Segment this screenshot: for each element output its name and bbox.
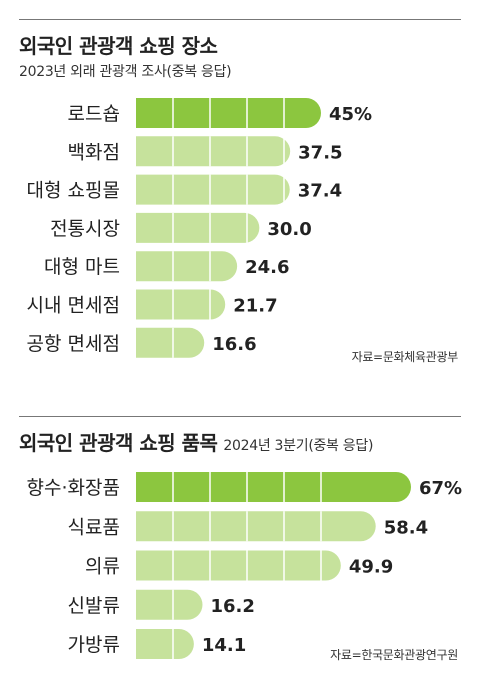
bar-chart1-0 bbox=[136, 98, 321, 128]
chart1-source: 자료=문화체육관광부 bbox=[351, 350, 459, 364]
chart1-plot: 로드숍 45% 백화점 37.5 대형 쇼핑몰 37.4 전통시장 30.0 대형 마트 24.6… bbox=[27, 98, 372, 358]
category-label-chart2-3: 신발류 bbox=[68, 595, 120, 617]
value-label-chart2-2: 49.9 bbox=[349, 557, 393, 578]
value-label-chart1-6: 16.6 bbox=[212, 334, 256, 355]
middle-divider bbox=[19, 416, 461, 417]
category-label-chart1-1: 백화점 bbox=[68, 141, 120, 163]
value-label-chart2-0: 67% bbox=[419, 478, 462, 499]
category-label-chart1-4: 대형 마트 bbox=[44, 256, 120, 278]
bar-chart1-1 bbox=[136, 136, 291, 167]
category-label-chart2-0: 향수·화장품 bbox=[27, 477, 120, 499]
category-label-chart2-1: 식료품 bbox=[68, 516, 120, 538]
value-label-chart2-3: 16.2 bbox=[210, 596, 254, 617]
value-label-chart1-1: 37.5 bbox=[298, 142, 342, 163]
bar-chart2-3 bbox=[136, 589, 203, 620]
value-label-chart1-5: 21.7 bbox=[233, 296, 277, 317]
category-label-chart1-5: 시내 면세점 bbox=[27, 295, 120, 317]
bar-chart1-4 bbox=[136, 251, 238, 282]
value-label-chart1-4: 24.6 bbox=[245, 257, 289, 278]
chart2-source: 자료=한국문화관광연구원 bbox=[330, 648, 458, 662]
chart1-title: 외국인 관광객 쇼핑 장소 bbox=[19, 34, 218, 58]
chart1-subtitle: 2023년 외래 관광객 조사(중복 응답) bbox=[19, 64, 232, 80]
top-divider bbox=[19, 19, 461, 20]
value-label-chart1-3: 30.0 bbox=[267, 219, 311, 240]
value-label-chart2-4: 14.1 bbox=[202, 635, 246, 656]
bar-chart1-2 bbox=[136, 174, 290, 205]
category-label-chart2-2: 의류 bbox=[85, 556, 120, 578]
chart2-plot: 향수·화장품 67% 식료품 58.4 의류 49.9 신발류 16.2 가방류 14.1 bbox=[27, 472, 462, 659]
category-label-chart2-4: 가방류 bbox=[68, 634, 120, 656]
chart2-title-row: 외국인 관광객 쇼핑 품목 2024년 3분기(중복 응답) bbox=[19, 427, 373, 456]
chart2-title: 외국인 관광객 쇼핑 품목 bbox=[19, 431, 218, 455]
bar-chart1-6 bbox=[136, 327, 205, 358]
value-label-chart1-2: 37.4 bbox=[298, 181, 342, 202]
value-label-chart2-1: 58.4 bbox=[384, 517, 428, 538]
bar-chart2-0 bbox=[136, 472, 411, 502]
chart2-subtitle: 2024년 3분기(중복 응답) bbox=[223, 438, 374, 454]
bar-chart1-5 bbox=[136, 289, 226, 320]
bar-chart2-2 bbox=[136, 550, 341, 581]
bar-chart2-4 bbox=[136, 629, 194, 659]
bar-chart2-1 bbox=[136, 511, 376, 542]
value-label-chart1-0: 45% bbox=[329, 104, 372, 125]
category-label-chart1-2: 대형 쇼핑몰 bbox=[27, 180, 120, 202]
bar-chart1-3 bbox=[136, 212, 260, 243]
category-label-chart1-6: 공항 면세점 bbox=[27, 333, 120, 355]
category-label-chart1-3: 전통시장 bbox=[50, 218, 120, 240]
category-label-chart1-0: 로드숍 bbox=[68, 103, 120, 125]
